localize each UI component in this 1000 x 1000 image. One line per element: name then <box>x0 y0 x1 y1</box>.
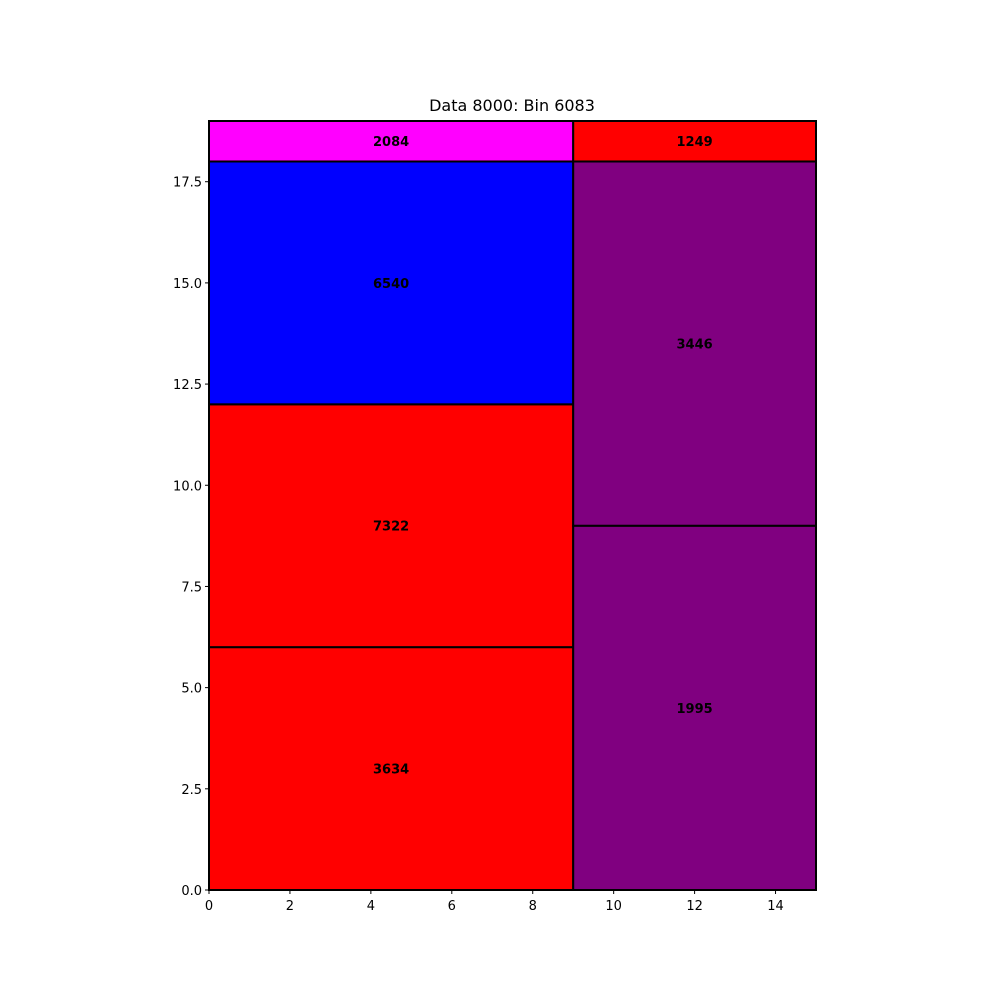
treemap-rect-label: 1249 <box>677 135 713 150</box>
treemap-rect-label: 3446 <box>677 338 713 353</box>
x-tick-label: 0 <box>205 899 213 914</box>
treemap-rect-label: 3634 <box>373 763 409 778</box>
y-tick-label: 10.0 <box>173 479 202 494</box>
x-tick-label: 10 <box>605 899 622 914</box>
treemap-rect-label: 6540 <box>373 277 409 292</box>
y-tick-label: 12.5 <box>173 378 202 393</box>
y-tick-label: 5.0 <box>181 682 202 697</box>
x-tick-label: 4 <box>367 899 375 914</box>
chart-title: Data 8000: Bin 6083 <box>429 96 595 115</box>
y-tick-label: 7.5 <box>181 580 202 595</box>
treemap-rect-label: 1995 <box>677 702 713 717</box>
rects-layer <box>209 121 816 890</box>
x-tick-label: 6 <box>448 899 456 914</box>
treemap-rect-label: 2084 <box>373 135 409 150</box>
x-tick-label: 2 <box>286 899 294 914</box>
y-tick-label: 15.0 <box>173 277 202 292</box>
y-tick-label: 17.5 <box>173 176 202 191</box>
x-tick-label: 12 <box>686 899 703 914</box>
x-tick-label: 14 <box>767 899 784 914</box>
y-tick-label: 2.5 <box>181 783 202 798</box>
y-tick-label: 0.0 <box>181 884 202 899</box>
x-tick-label: 8 <box>529 899 537 914</box>
treemap-rect-label: 7322 <box>373 520 409 535</box>
